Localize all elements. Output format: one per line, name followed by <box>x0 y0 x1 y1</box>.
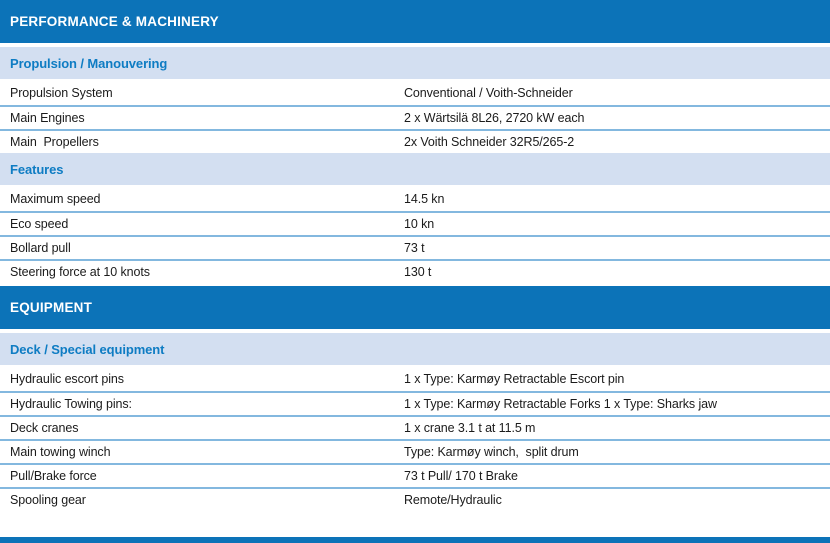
row-value: 10 kn <box>404 217 435 231</box>
row-value: Type: Karmøy winch, split drum <box>404 445 579 459</box>
row-value: 2 x Wärtsilä 8L26, 2720 kW each <box>404 111 585 125</box>
bottom-accent-bar <box>0 537 830 543</box>
section-header-equipment: EQUIPMENT <box>0 286 830 329</box>
row-value: Conventional / Voith-Schneider <box>404 86 573 100</box>
row-value: 1 x Type: Karmøy Retractable Forks 1 x T… <box>404 397 717 411</box>
row-value: 1 x Type: Karmøy Retractable Escort pin <box>404 372 625 386</box>
table-row: Pull/Brake force 73 t Pull/ 170 t Brake <box>0 463 830 487</box>
deck-equipment-rows: Hydraulic escort pins 1 x Type: Karmøy R… <box>0 367 830 511</box>
table-row: Main towing winch Type: Karmøy winch, sp… <box>0 439 830 463</box>
table-row: Steering force at 10 knots 130 t <box>0 259 830 283</box>
row-label: Hydraulic escort pins <box>10 372 124 386</box>
subheader-features: Features <box>0 153 830 185</box>
row-value: 1 x crane 3.1 t at 11.5 m <box>404 421 536 435</box>
row-label: Spooling gear <box>10 493 86 507</box>
table-row: Maximum speed 14.5 kn <box>0 187 830 211</box>
subheader-title: Features <box>10 161 64 177</box>
table-row: Propulsion System Conventional / Voith-S… <box>0 81 830 105</box>
table-row: Main Propellers 2x Voith Schneider 32R5/… <box>0 129 830 153</box>
table-row: Hydraulic Towing pins: 1 x Type: Karmøy … <box>0 391 830 415</box>
row-label: Hydraulic Towing pins: <box>10 397 132 411</box>
propulsion-rows: Propulsion System Conventional / Voith-S… <box>0 81 830 153</box>
table-row: Spooling gear Remote/Hydraulic <box>0 487 830 511</box>
subheader-propulsion-manouvering: Propulsion / Manouvering <box>0 47 830 79</box>
row-value: 14.5 kn <box>404 192 445 206</box>
row-value: 130 t <box>404 265 432 279</box>
table-row: Hydraulic escort pins 1 x Type: Karmøy R… <box>0 367 830 391</box>
features-rows: Maximum speed 14.5 kn Eco speed 10 kn Bo… <box>0 187 830 283</box>
row-value: Remote/Hydraulic <box>404 493 502 507</box>
row-label: Bollard pull <box>10 241 71 255</box>
row-label: Propulsion System <box>10 86 113 100</box>
table-row: Bollard pull 73 t <box>0 235 830 259</box>
row-label: Main Engines <box>10 111 85 125</box>
row-label: Main Propellers <box>10 135 99 149</box>
row-value: 73 t Pull/ 170 t Brake <box>404 469 518 483</box>
table-row: Eco speed 10 kn <box>0 211 830 235</box>
row-label: Eco speed <box>10 217 69 231</box>
row-label: Maximum speed <box>10 192 101 206</box>
subheader-deck-special-equipment: Deck / Special equipment <box>0 333 830 365</box>
row-label: Steering force at 10 knots <box>10 265 150 279</box>
section-title: PERFORMANCE & MACHINERY <box>10 14 219 29</box>
section-title: EQUIPMENT <box>10 300 93 315</box>
row-value: 2x Voith Schneider 32R5/265-2 <box>404 135 575 149</box>
section-header-performance-machinery: PERFORMANCE & MACHINERY <box>0 0 830 43</box>
row-label: Main towing winch <box>10 445 111 459</box>
row-label: Deck cranes <box>10 421 79 435</box>
subheader-title: Deck / Special equipment <box>10 341 165 357</box>
table-row: Deck cranes 1 x crane 3.1 t at 11.5 m <box>0 415 830 439</box>
subheader-title: Propulsion / Manouvering <box>10 55 168 71</box>
row-label: Pull/Brake force <box>10 469 97 483</box>
row-value: 73 t <box>404 241 425 255</box>
table-row: Main Engines 2 x Wärtsilä 8L26, 2720 kW … <box>0 105 830 129</box>
